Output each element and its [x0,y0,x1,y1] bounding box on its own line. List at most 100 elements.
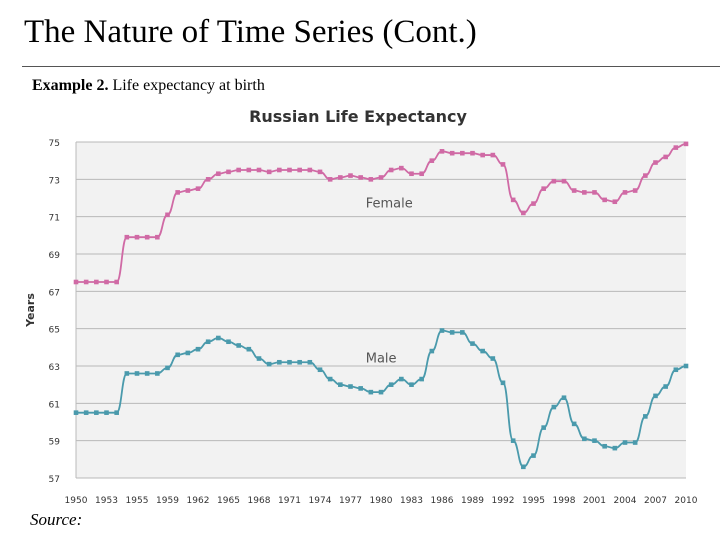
female-data-point [500,162,506,167]
female-data-point [185,188,191,193]
male-data-point [602,443,607,449]
male-data-point [348,384,353,389]
male-data-point [277,359,282,365]
male-data-point [592,438,597,443]
male-data-point [378,389,384,395]
y-tick-label: 71 [49,214,60,224]
male-data-point [358,386,363,391]
female-data-point [551,178,557,184]
female-data-point [449,150,455,156]
male-data-point [399,376,404,382]
male-data-point [541,425,546,430]
male-data-point [104,410,109,415]
plot-area [76,142,686,478]
male-data-point [449,330,455,335]
female-data-point [307,167,313,173]
male-data-point [551,404,557,410]
female-data-point [429,158,435,163]
subtitle-text: Life expectancy at birth [108,77,265,94]
female-data-point [388,167,394,173]
female-data-point [643,173,648,178]
female-data-point [622,190,628,195]
female-data-point [246,167,252,173]
x-tick-label: 1950 [65,496,88,506]
x-tick-label: 1959 [156,496,179,506]
y-tick-label: 57 [49,475,60,485]
female-data-point [480,152,485,158]
x-tick-label: 2010 [675,496,698,506]
slide-title: The Nature of Time Series (Cont.) [24,14,477,50]
life-expectancy-chart: Russian Life Expectancy Years 57 59 61 63 65… [20,98,700,510]
male-data-point [175,352,180,358]
x-tick-label: 2001 [583,496,606,506]
male-data-point [287,359,292,365]
male-data-point [582,436,587,442]
male-data-point [124,371,130,376]
female-data-point [155,234,160,240]
female-data-point [297,167,302,173]
slide-subtitle: Example 2. Life expectancy at birth [32,77,265,95]
female-data-point [419,171,424,177]
y-tick-label: 59 [49,438,61,448]
chart-title: Russian Life Expectancy [249,107,467,126]
male-data-point [114,410,119,415]
male-data-point [653,393,658,399]
x-tick-label: 1953 [95,496,118,506]
title-divider [22,66,720,67]
male-data-point [673,367,679,373]
female-data-point [602,197,607,203]
male-data-point [307,359,313,365]
male-data-point [419,376,424,382]
male-data-point [388,382,394,387]
y-tick-label: 61 [49,400,60,410]
female-data-point [73,279,79,285]
female-data-point [663,154,668,160]
x-tick-label: 1986 [431,496,454,506]
male-data-point [368,389,374,395]
female-data-point [83,279,89,285]
y-tick-label: 65 [49,326,60,336]
male-data-point [205,339,211,345]
y-tick-label: 67 [49,288,60,298]
female-data-point [399,165,404,171]
female-data-point [348,173,353,178]
male-data-point [165,365,170,371]
female-data-point [114,279,119,285]
male-data-point [134,371,140,376]
x-tick-label: 1977 [339,496,362,506]
x-tick-label: 2004 [614,496,637,506]
y-tick-label: 73 [49,176,60,186]
x-tick-label: 1965 [217,496,240,506]
female-data-point [317,169,323,175]
male-data-point [94,410,99,415]
male-data-point [612,445,618,451]
female-data-point [277,167,282,173]
female-data-point [327,177,333,182]
male-data-point [531,453,536,458]
male-data-point [510,438,516,443]
female-data-point [683,141,689,147]
male-data-point [216,335,221,341]
female-data-point [673,145,679,150]
female-data-point [439,149,445,154]
female-data-point [205,177,211,182]
male-data-point [429,348,435,354]
female-data-point [490,152,496,158]
female-data-point [409,171,414,177]
x-tick-label: 1962 [187,496,210,506]
male-data-point [155,371,160,376]
female-data-point [632,188,638,193]
male-data-point [327,376,333,382]
male-data-point [256,356,262,361]
y-axis-label: Years [24,293,37,328]
x-tick-label: 2007 [644,496,667,506]
male-data-point [521,464,526,470]
male-data-point [480,348,485,354]
female-data-point [226,169,231,175]
male-data-point [622,440,628,445]
male-data-point [226,339,231,345]
male-data-point [643,414,648,419]
male-data-point [460,330,465,335]
x-tick-label: 1971 [278,496,301,506]
female-series-label: Female [366,196,413,211]
